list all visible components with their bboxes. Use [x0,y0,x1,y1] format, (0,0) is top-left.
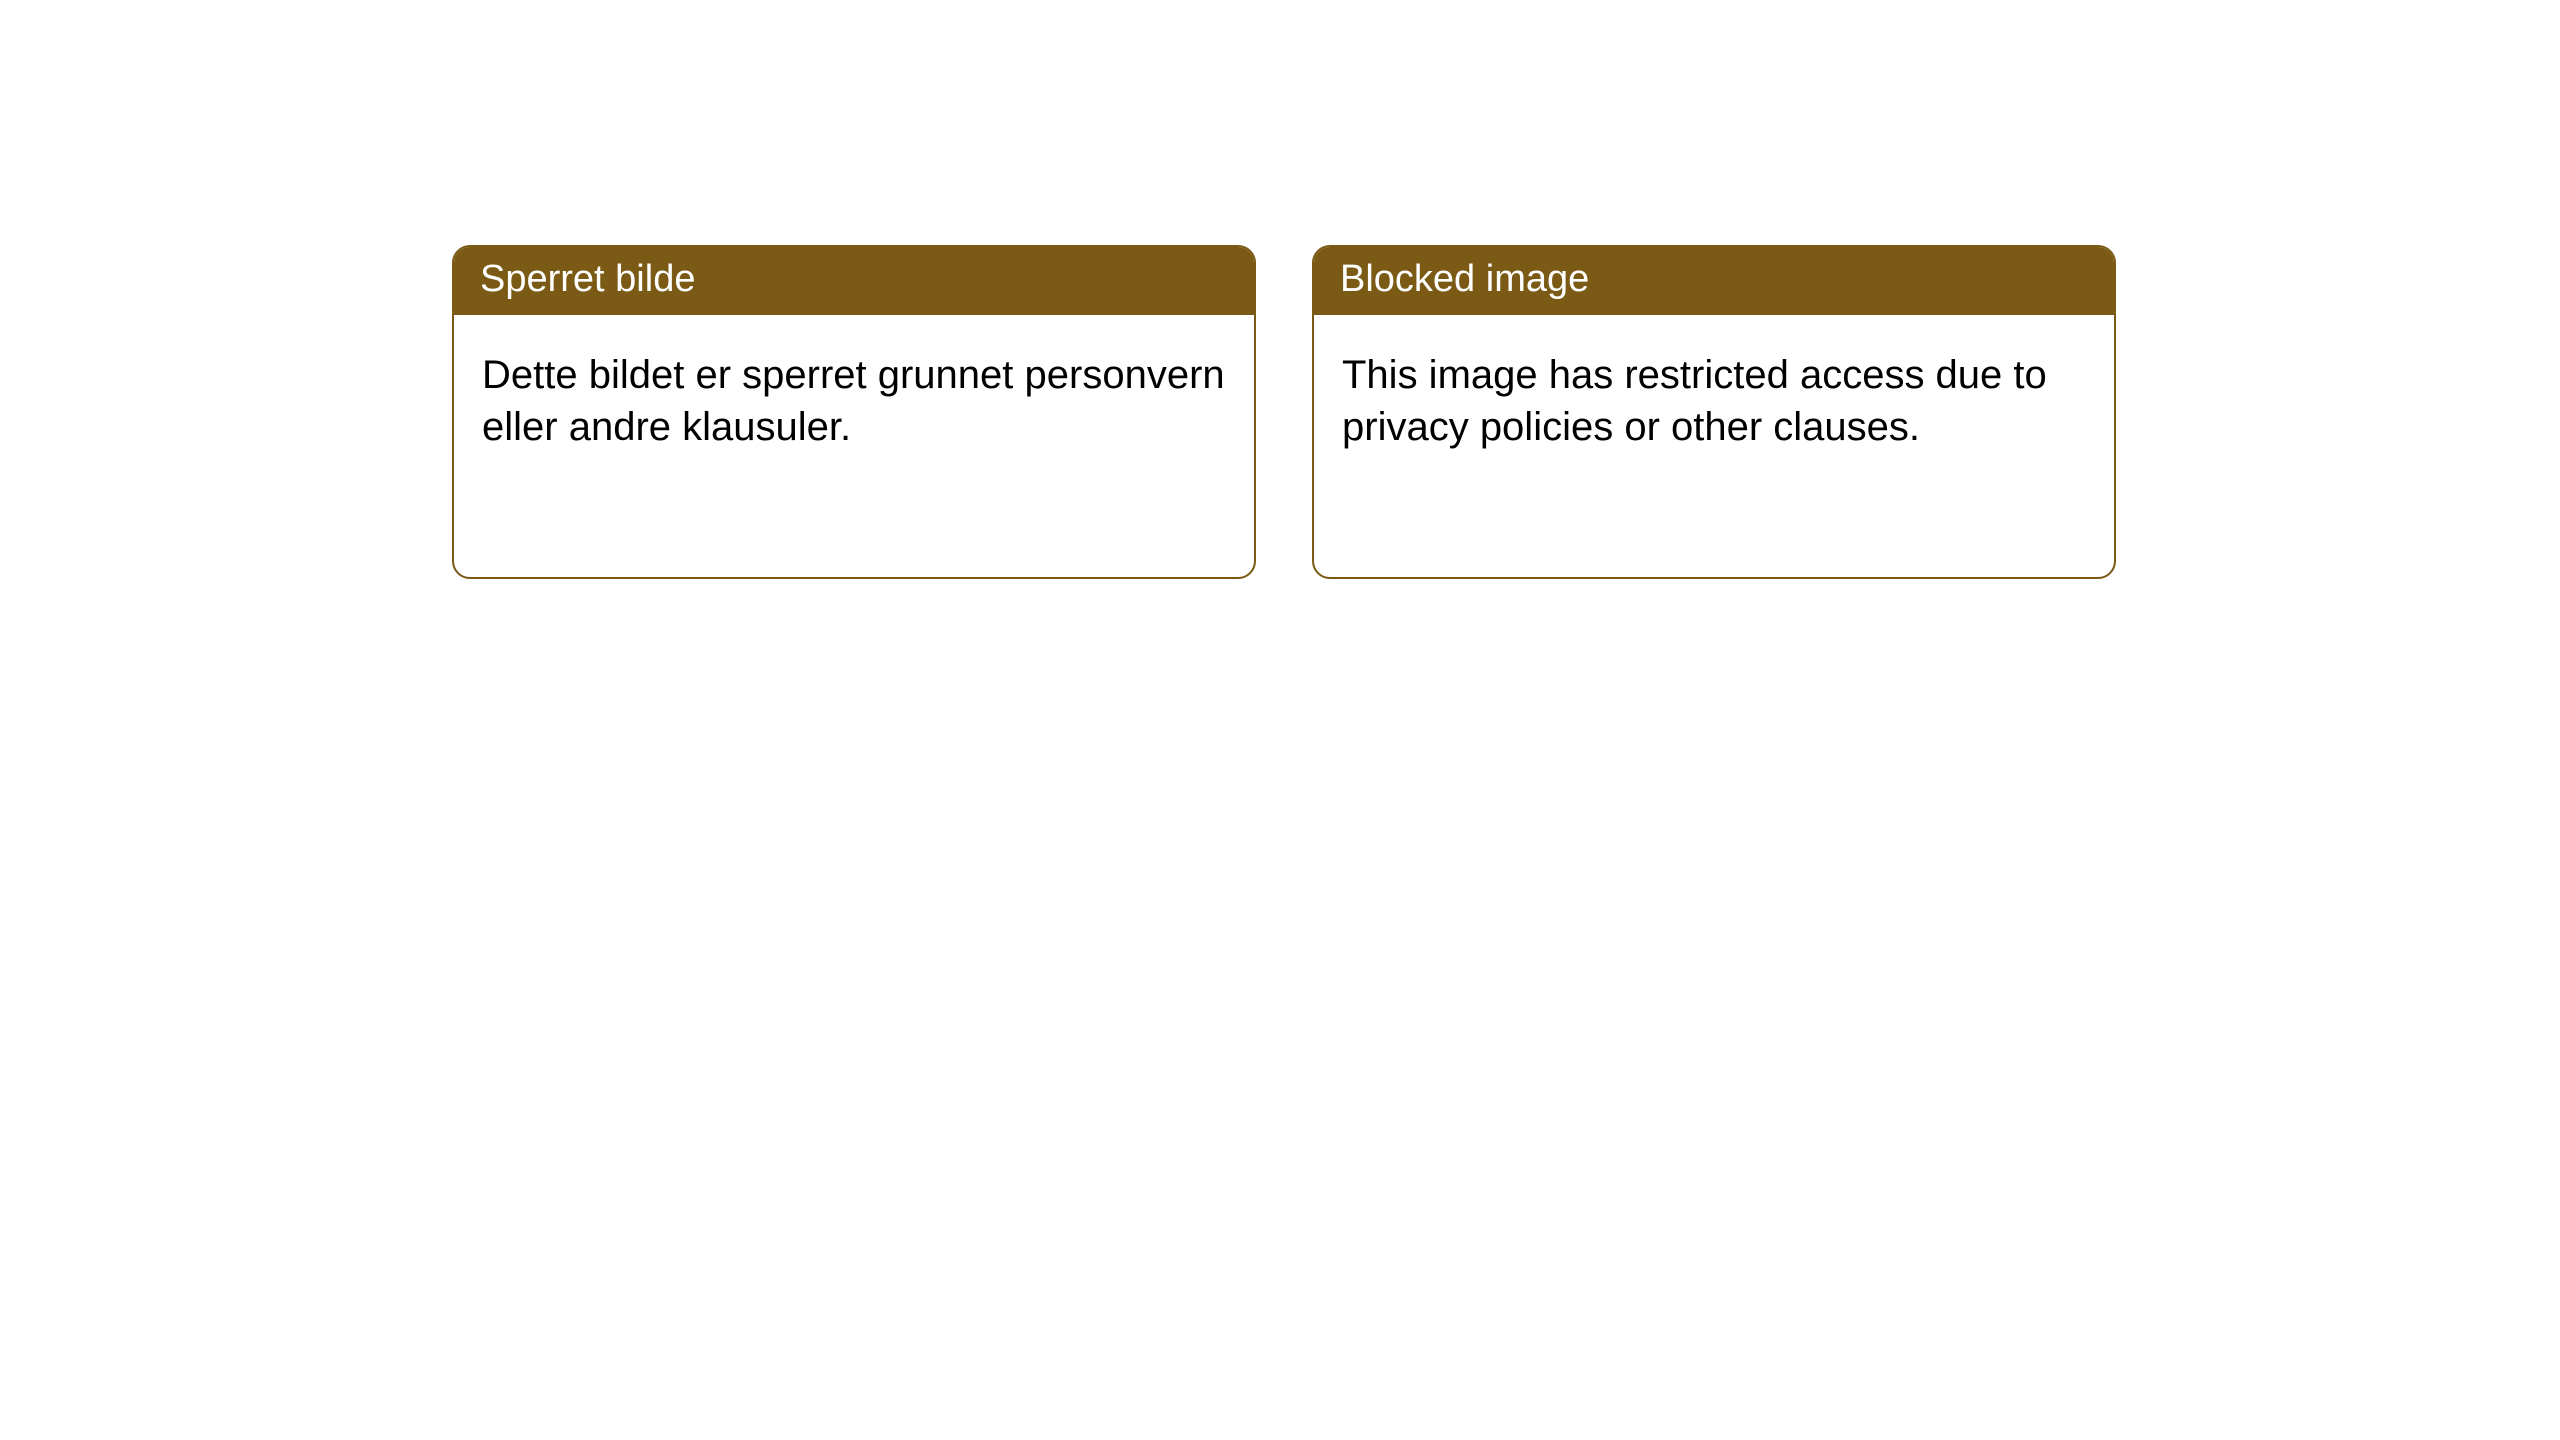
notice-header-no: Sperret bilde [454,247,1254,315]
notice-body-en: This image has restricted access due to … [1314,315,2114,489]
notice-header-en: Blocked image [1314,247,2114,315]
notice-card-no: Sperret bilde Dette bildet er sperret gr… [452,245,1256,579]
notice-body-no: Dette bildet er sperret grunnet personve… [454,315,1254,489]
notice-card-en: Blocked image This image has restricted … [1312,245,2116,579]
notice-container: Sperret bilde Dette bildet er sperret gr… [452,245,2116,579]
